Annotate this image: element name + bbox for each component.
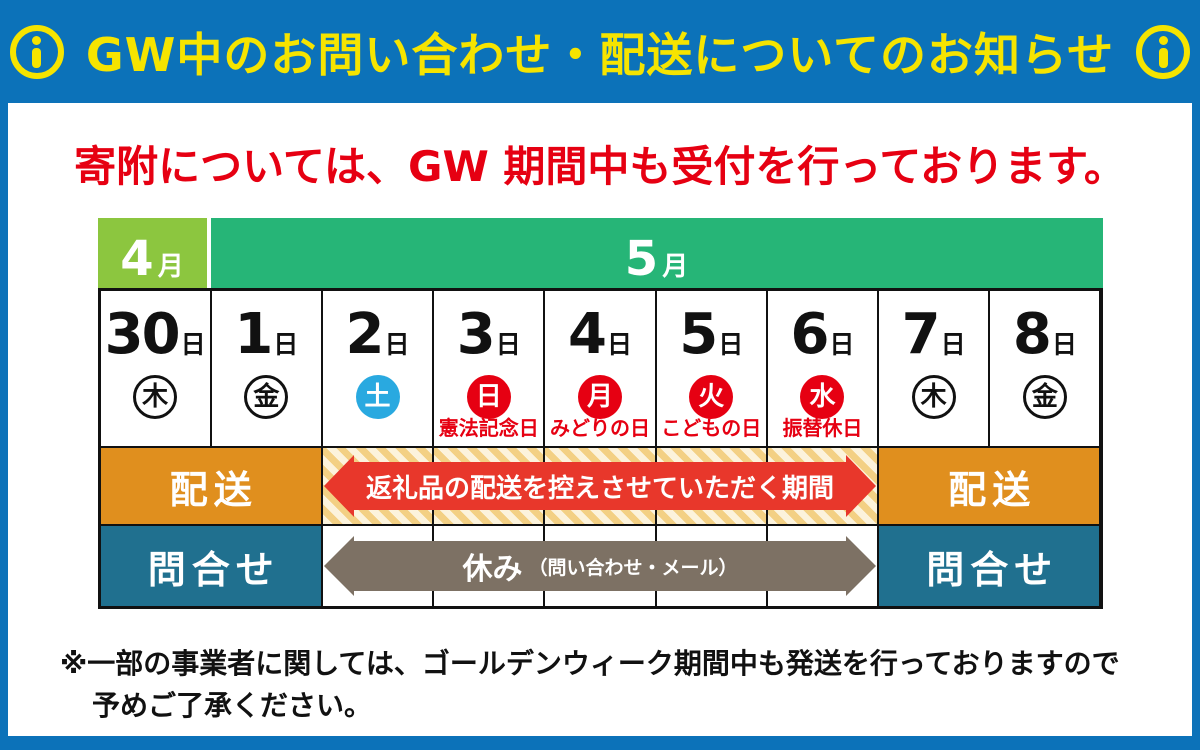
holiday-label: 憲法記念日: [438, 416, 539, 440]
inquiry-closed-cell: [545, 526, 655, 606]
month-cell-may: 5 月: [210, 218, 1103, 288]
day-cell-4: 4 日月みどりの日: [545, 291, 655, 446]
day-cell-3: 3 日日憲法記念日: [434, 291, 544, 446]
inquiry-closed-cell: [434, 526, 544, 606]
footnote-line2: 予めご了承ください。: [92, 689, 373, 722]
delivery-label-left: 配送: [100, 448, 321, 524]
weekday-badge: 金: [244, 375, 289, 419]
delivery-pause-cell: [545, 448, 655, 524]
month-number: 5: [624, 231, 659, 287]
delivery-pause-cell: [434, 448, 544, 524]
info-icon-stem: [32, 47, 42, 68]
delivery-pause-cell: [656, 448, 766, 524]
gw-calendar: 4 月 5 月 配送 配送 問合せ 問合せ 返礼品の配送を控えさせていただく期間: [97, 218, 1103, 609]
weekday-badge: 火: [689, 375, 734, 419]
month-unit: 月: [157, 252, 184, 282]
info-icon-dot: [32, 35, 42, 45]
month-row: 4 月 5 月: [97, 218, 1103, 288]
weekday-badge: 土: [355, 375, 400, 419]
footnote-line1: ※一部の事業者に関しては、ゴールデンウィーク期間中も発送を行っておりますので: [60, 647, 1120, 680]
day-cell-5: 5 日火こどもの日: [656, 291, 766, 446]
delivery-pause-cell: [767, 448, 878, 524]
headline: 寄附については、GW 期間中も受付を行っております。: [74, 142, 1126, 191]
day-cell-6: 6 日水振替休日: [767, 291, 878, 446]
page-title: GW中のお問い合わせ・配送についてのお知らせ: [85, 27, 1115, 82]
delivery-pause-cell: [322, 448, 433, 524]
header-banner: GW中のお問い合わせ・配送についてのお知らせ: [0, 0, 1200, 103]
inquiry-closed-cell: [322, 526, 433, 606]
month-unit: 月: [662, 252, 689, 282]
holiday-label: 振替休日: [782, 416, 863, 440]
weekday-badge: 金: [1022, 375, 1067, 419]
weekday-badge: 木: [133, 375, 178, 419]
inquiry-label-left: 問合せ: [100, 526, 321, 606]
weekday-badge: 日: [466, 375, 511, 419]
weekday-badge: 木: [911, 375, 956, 419]
calendar-grid: 配送 配送 問合せ 問合せ 返礼品の配送を控えさせていただく期間 休み （問い合…: [97, 288, 1103, 609]
month-number: 4: [120, 231, 154, 287]
content-sheet: 寄附については、GW 期間中も受付を行っております。 4 月 5 月 配送 配送…: [8, 103, 1192, 736]
holiday-label: みどりの日: [549, 416, 650, 440]
inquiry-closed-cell: [767, 526, 878, 606]
inquiry-label-right: 問合せ: [879, 526, 1100, 606]
weekday-badge: 月: [577, 375, 622, 419]
footnote: ※一部の事業者に関しては、ゴールデンウィーク期間中も発送を行っておりますので 予…: [60, 643, 1172, 727]
day-number: 30 日: [104, 302, 206, 367]
info-icon: [9, 24, 64, 79]
info-icon-stem: [1158, 47, 1168, 68]
weekday-badge: 水: [800, 375, 845, 419]
month-cell-april: 4 月: [97, 218, 211, 288]
delivery-label-right: 配送: [879, 448, 1100, 524]
inquiry-closed-cell: [656, 526, 766, 606]
info-icon: [1136, 24, 1191, 79]
day-cell-30: 30 日木: [100, 291, 210, 446]
info-icon-dot: [1158, 35, 1168, 45]
holiday-label: こどもの日: [661, 416, 762, 440]
